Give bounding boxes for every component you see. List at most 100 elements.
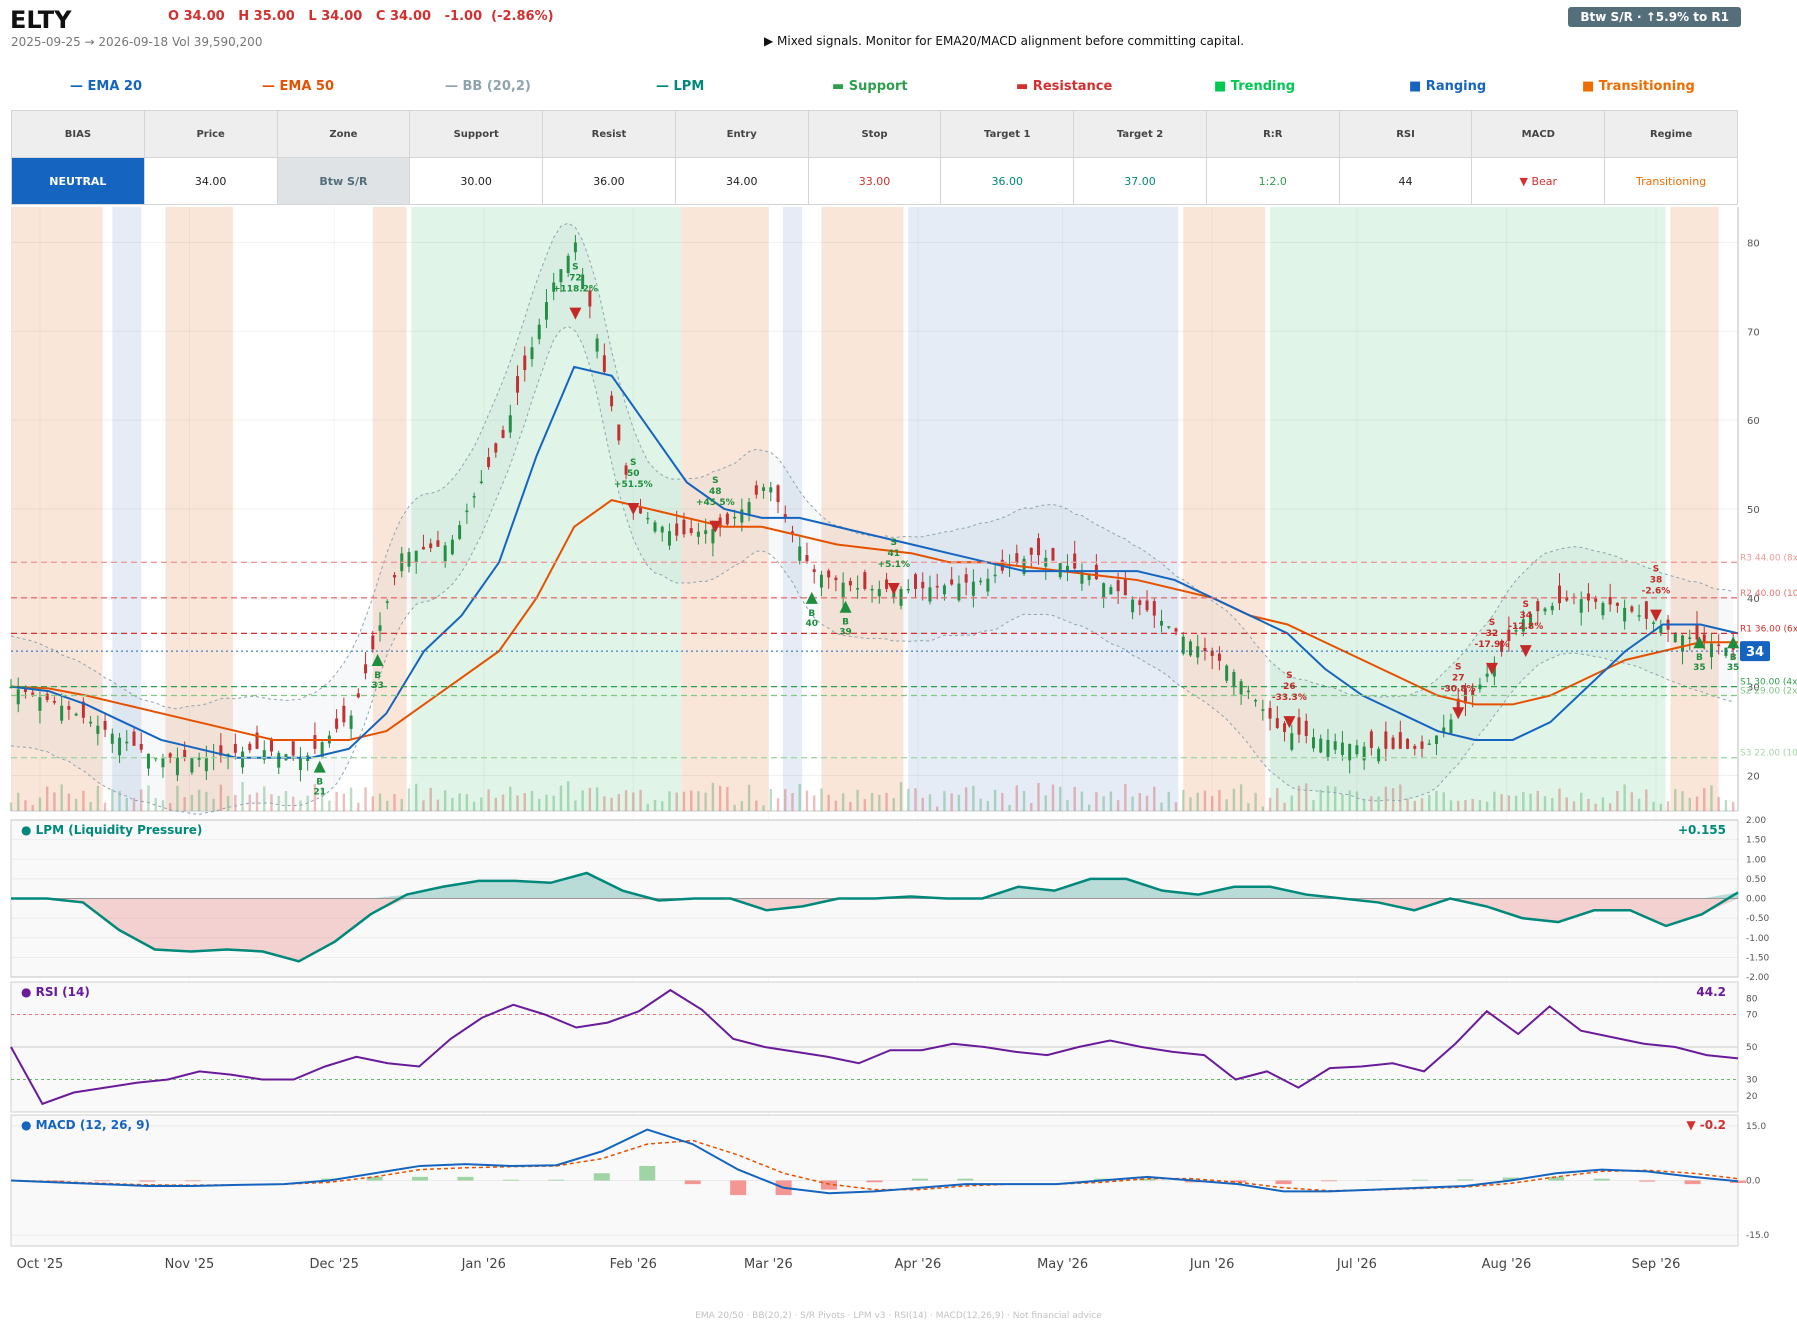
- volume-bar: [1022, 790, 1026, 811]
- candle-body: [906, 588, 910, 591]
- volume-bar: [1290, 795, 1293, 811]
- sell-signal-marker: [627, 503, 640, 515]
- sell-signal-label: S: [712, 476, 718, 486]
- volume-bar: [1153, 786, 1156, 811]
- volume-bar: [1420, 798, 1424, 811]
- candle-body: [1630, 606, 1634, 612]
- candle-body: [1333, 741, 1337, 750]
- stop-value: 33.00: [807, 157, 942, 205]
- volume-bar: [812, 795, 816, 811]
- volume-bar: [704, 792, 707, 811]
- candle-body: [414, 550, 418, 563]
- rsi-tick-label: 30: [1746, 1076, 1758, 1086]
- volume-bar: [190, 794, 194, 811]
- candle-body: [986, 578, 990, 592]
- candle-body: [1217, 653, 1221, 661]
- volume-bar: [545, 794, 548, 811]
- current-price-tag: [1740, 641, 1770, 662]
- volume-bar: [1370, 796, 1373, 811]
- macd-line: [10, 1128, 1739, 1195]
- macd-histogram-bar: [1411, 1179, 1428, 1181]
- candle-body: [1702, 634, 1706, 642]
- sell-signal-price: 50: [627, 469, 640, 479]
- volume-bar: [154, 798, 157, 811]
- macd-histogram-bar: [1593, 1178, 1610, 1181]
- candle-body: [1348, 743, 1352, 761]
- price-value: 34.00: [143, 157, 278, 205]
- candle-body: [1406, 738, 1410, 749]
- sell-signal-pct: +118.2%: [553, 285, 598, 295]
- candle-body: [501, 429, 505, 438]
- sell-signal-marker: [1485, 662, 1498, 675]
- volume-bar: [1102, 796, 1105, 811]
- macd-histogram-bar: [93, 1180, 110, 1182]
- sell-signal-pct: -17.9%: [1474, 640, 1509, 650]
- x-tick-label: Mar '26: [744, 1257, 793, 1272]
- volume-bar: [1116, 800, 1120, 811]
- candle-body: [819, 574, 823, 588]
- volume-bar: [979, 798, 982, 811]
- volume-bar: [140, 789, 143, 811]
- rsi-tick-label: 20: [1746, 1092, 1758, 1102]
- candle-body: [682, 519, 686, 535]
- sell-signal-marker: [1649, 609, 1662, 622]
- volume-bar: [1413, 800, 1416, 811]
- chart-legend: — EMA 20 — EMA 50 — BB (20,2) — LPM ▬ Su…: [10, 79, 1738, 101]
- buy-signal-price: 33: [371, 681, 384, 691]
- volume-bar: [1203, 790, 1207, 811]
- volume-bar: [1594, 803, 1597, 811]
- macd-histogram-bar: [139, 1180, 156, 1182]
- candle-body: [248, 743, 252, 751]
- sell-signal-price: 48: [709, 487, 722, 497]
- volume-bar: [147, 785, 150, 811]
- volume-bar: [863, 799, 867, 811]
- candle-body: [393, 574, 397, 578]
- volume-bar: [559, 785, 563, 811]
- candle-body: [291, 741, 295, 756]
- candle-body: [1579, 599, 1583, 613]
- macd-tick-label: 15.0: [1746, 1122, 1766, 1132]
- candle-body: [696, 531, 700, 537]
- volume-bar: [103, 802, 107, 811]
- volume-bar: [1247, 803, 1250, 811]
- candle-body: [349, 715, 353, 729]
- candle-body: [1297, 717, 1301, 735]
- candle-body: [848, 581, 852, 586]
- candle-body: [472, 496, 476, 498]
- volume-bar: [45, 786, 49, 811]
- volume-bar: [1391, 788, 1395, 811]
- bollinger-lower: [10, 325, 1734, 815]
- candle-body: [790, 531, 794, 533]
- volume-bar: [1623, 784, 1626, 811]
- volume-bar: [241, 781, 244, 811]
- candle-body: [624, 465, 628, 475]
- x-tick-label: Dec '25: [310, 1257, 359, 1272]
- candle-body: [443, 545, 447, 562]
- volume-bar: [1080, 791, 1084, 811]
- col-bias: BIAS: [11, 110, 145, 158]
- macd-histogram-bar: [184, 1180, 201, 1182]
- buy-signal-marker: [313, 760, 326, 773]
- zone-badge: Btw S/R · ↑5.9% to R1: [1568, 7, 1741, 27]
- volume-bar: [509, 786, 512, 811]
- volume-bar: [1572, 801, 1576, 811]
- lpm-line: [11, 871, 1739, 963]
- volume-bar: [668, 791, 671, 811]
- sell-signal-marker: [569, 307, 582, 320]
- candle-body: [335, 718, 339, 729]
- volume-bar: [96, 785, 100, 811]
- entry-value: 34.00: [674, 157, 809, 205]
- volume-bar: [755, 800, 758, 811]
- candle-body: [1724, 647, 1728, 656]
- regime-band-transitioning: [1183, 207, 1266, 811]
- col-support: Support: [409, 110, 544, 158]
- volume-bar: [552, 795, 555, 811]
- volume-bar: [675, 792, 678, 811]
- sell-signal-label: S: [1653, 565, 1659, 575]
- volume-bar: [1261, 806, 1265, 811]
- volume-bar: [661, 801, 664, 811]
- candle-body: [971, 581, 975, 596]
- volume-bar: [921, 797, 924, 811]
- candle-body: [667, 531, 671, 546]
- candle-body: [798, 546, 802, 561]
